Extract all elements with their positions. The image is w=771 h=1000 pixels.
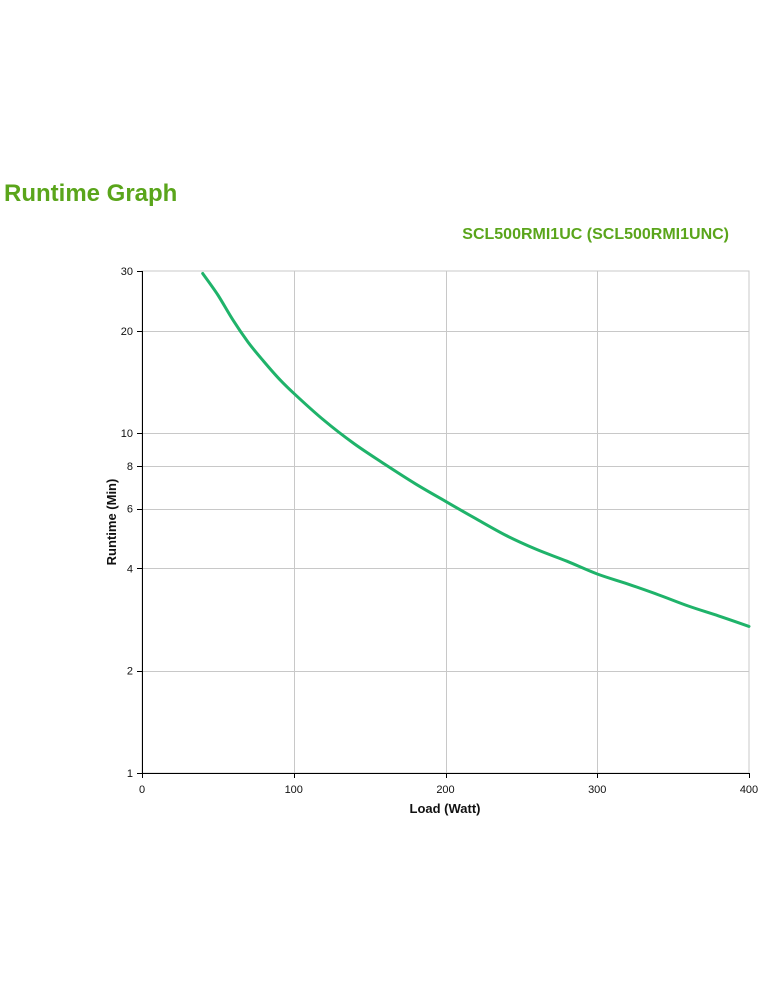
grid-layer bbox=[142, 271, 749, 773]
y-tick-label: 20 bbox=[121, 326, 133, 338]
x-tick-label: 300 bbox=[588, 784, 606, 796]
x-tick-label: 100 bbox=[285, 784, 303, 796]
y-tick-label: 6 bbox=[127, 504, 133, 516]
x-tick-label: 0 bbox=[139, 784, 145, 796]
x-axis-label: Load (Watt) bbox=[410, 801, 481, 816]
y-tick-label: 10 bbox=[121, 428, 133, 440]
plot-frame bbox=[141, 270, 750, 774]
y-tick-label: 4 bbox=[127, 563, 133, 575]
y-tick-label: 30 bbox=[121, 266, 133, 278]
y-axis-label: Runtime (Min) bbox=[104, 479, 119, 566]
series-layer bbox=[201, 272, 751, 628]
ticks-layer: 0 100 200 300 400 1 2 4 6 8 10 20 30 bbox=[121, 266, 758, 796]
runtime-series-line bbox=[201, 272, 751, 628]
x-tick-label: 200 bbox=[436, 784, 454, 796]
y-tick-label: 1 bbox=[127, 768, 133, 780]
axes-layer bbox=[142, 271, 749, 774]
page-title: Runtime Graph bbox=[4, 180, 178, 207]
y-tick-label: 8 bbox=[127, 461, 133, 473]
x-tick-label: 400 bbox=[740, 784, 758, 796]
chart-title: SCL500RMI1UC (SCL500RMI1UNC) bbox=[462, 226, 729, 243]
y-tick-label: 2 bbox=[127, 666, 133, 678]
